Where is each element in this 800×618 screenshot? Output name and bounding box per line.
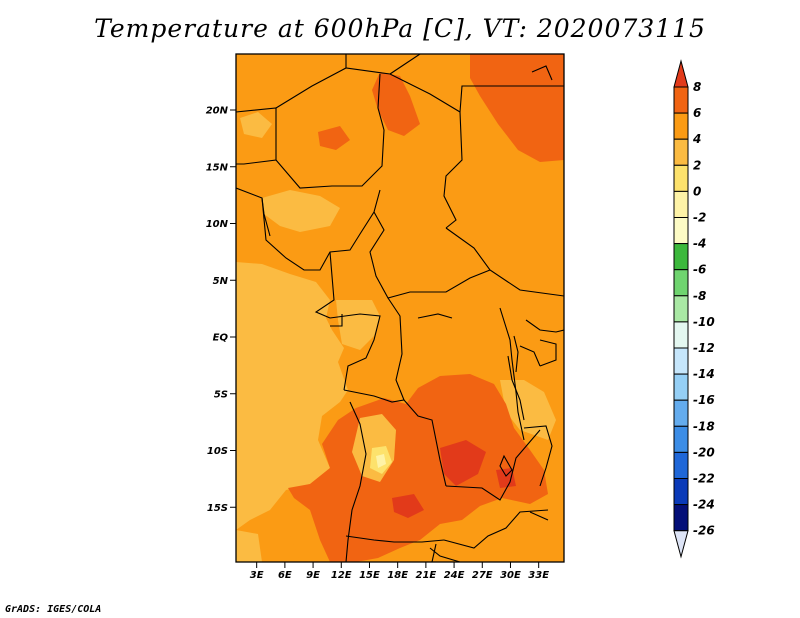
colorbar-swatch — [673, 217, 689, 245]
lon-tick-label: 3E — [250, 570, 264, 581]
colorbar-label: -16 — [693, 393, 715, 407]
colorbar-label: -18 — [693, 419, 715, 433]
colorbar-swatch — [673, 86, 689, 114]
colorbar: 8 6 4 2 0 -2 -4 -6 -8 -10 -12 -14 -16 -18 -20 -22 -24 -26 — [673, 59, 715, 559]
lat-tick-label: 15S — [207, 503, 228, 514]
lon-tick-label: 24E — [444, 570, 465, 581]
colorbar-label: -10 — [693, 315, 715, 329]
lon-tick-label: 30E — [500, 570, 521, 581]
lon-tick-label: 9E — [306, 570, 320, 581]
country-borders — [236, 54, 564, 562]
colorbar-swatch — [673, 399, 689, 427]
lat-tick-label: 10N — [206, 219, 229, 230]
colorbar-label: -22 — [693, 472, 715, 486]
colorbar-swatch — [673, 138, 689, 166]
colorbar-label: 6 — [693, 106, 701, 120]
colorbar-label: 8 — [693, 80, 701, 94]
colorbar-label: 2 — [693, 158, 701, 172]
lat-tick-label: EQ — [213, 333, 229, 344]
colorbar-label: 4 — [692, 132, 701, 146]
footer-credit: GrADS: IGES/COLA — [5, 604, 102, 615]
colorbar-swatch — [673, 112, 689, 140]
lat-tick-label: 5N — [213, 276, 229, 287]
colorbar-label: -26 — [693, 524, 715, 538]
colorbar-swatch — [673, 478, 689, 506]
colorbar-swatch — [673, 243, 689, 271]
colorbar-label: -6 — [693, 263, 706, 277]
colorbar-swatch — [673, 504, 689, 532]
colorbar-swatch — [673, 451, 689, 479]
colorbar-bottom-arrow — [673, 530, 689, 559]
lat-tick-label: 10S — [207, 446, 228, 457]
lon-tick-label: 21E — [416, 570, 437, 581]
lon-tick-label: 6E — [278, 570, 292, 581]
colorbar-swatch — [673, 321, 689, 349]
lon-tick-label: 12E — [331, 570, 352, 581]
temperature-map: 20N 15N 10N 5N EQ 5S 10S 15S 3E 6E 9E 12E 15E 18E 21E… — [206, 53, 715, 581]
colorbar-label: -20 — [693, 445, 715, 459]
latitude-axis: 20N 15N 10N 5N EQ 5S 10S 15S — [206, 106, 236, 514]
longitude-axis: 3E 6E 9E 12E 15E 18E 21E 24E 27E 30E 33E — [250, 562, 549, 581]
colorbar-swatch — [673, 269, 689, 297]
lat-tick-label: 15N — [206, 162, 229, 173]
colorbar-label: -4 — [693, 237, 706, 251]
colorbar-swatch — [673, 347, 689, 375]
temperature-field — [236, 54, 564, 562]
lon-tick-label: 15E — [359, 570, 380, 581]
colorbar-label: 0 — [693, 184, 701, 198]
colorbar-label: -2 — [693, 211, 706, 225]
colorbar-swatch — [673, 425, 689, 453]
colorbar-label: -14 — [693, 367, 715, 381]
map-title: Temperature at 600hPa [C], VT: 202007311… — [94, 14, 706, 43]
colorbar-swatch — [673, 295, 689, 323]
map-frame — [235, 53, 565, 563]
colorbar-swatch — [673, 164, 689, 192]
colorbar-label: -12 — [693, 341, 715, 355]
lon-tick-label: 33E — [528, 570, 549, 581]
lat-tick-label: 5S — [214, 389, 228, 400]
lat-tick-label: 20N — [206, 106, 229, 117]
colorbar-label: -8 — [693, 289, 706, 303]
lon-tick-label: 27E — [472, 570, 493, 581]
colorbar-swatch — [673, 373, 689, 401]
lon-tick-label: 18E — [387, 570, 408, 581]
colorbar-swatch — [673, 190, 689, 218]
colorbar-label: -24 — [693, 498, 715, 512]
colorbar-top-arrow — [673, 59, 689, 88]
